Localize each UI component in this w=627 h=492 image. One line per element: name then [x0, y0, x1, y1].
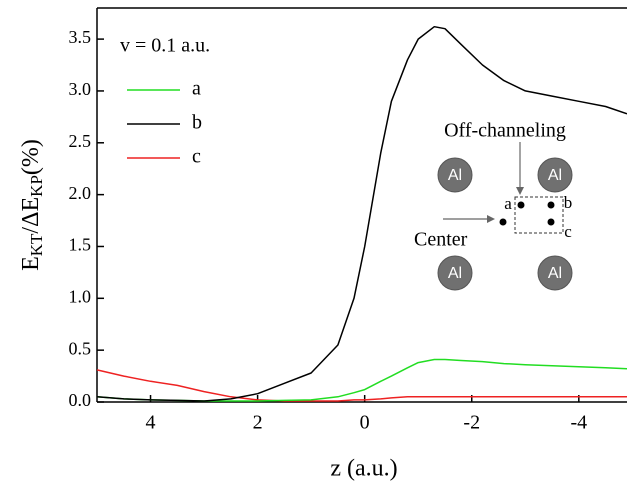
- y-label-sub: KT: [27, 233, 46, 256]
- atom-label: Al: [548, 265, 562, 282]
- y-axis-label: EKT/ΔEKP(%): [18, 139, 46, 271]
- x-tick-label: 4: [146, 412, 156, 434]
- y-label-part: /ΔE: [18, 197, 44, 234]
- atom-label: Al: [448, 167, 462, 184]
- x-tick-label: 2: [253, 412, 263, 434]
- legend-label: a: [192, 78, 201, 100]
- atom-label: Al: [548, 167, 562, 184]
- atom: [537, 255, 573, 291]
- series-line: [96, 369, 627, 402]
- point-dot: [547, 201, 555, 209]
- point-dot: [499, 218, 507, 226]
- y-tick-label: 1.0: [69, 286, 92, 306]
- x-tick-label: 0: [360, 412, 370, 434]
- atom: [437, 255, 473, 291]
- y-tick-label: 1.5: [69, 235, 92, 255]
- x-tick-label: -4: [570, 412, 587, 434]
- point-label: a: [504, 194, 512, 213]
- inset: Al Al Al Al a b c Off-channeling Center: [414, 120, 573, 291]
- y-tick-label: 0.5: [69, 338, 92, 358]
- channel-box: [514, 196, 564, 234]
- y-tick-label: 0.0: [69, 390, 92, 410]
- atom: [437, 157, 473, 193]
- y-label-part: (%): [18, 139, 44, 175]
- y-tick-label: 3.0: [69, 79, 92, 99]
- point-label: b: [564, 193, 573, 212]
- arrow-head: [487, 215, 495, 223]
- legend-label: b: [192, 112, 202, 134]
- series-line: [96, 25, 627, 402]
- point-dot: [547, 218, 555, 226]
- center-label: Center: [414, 229, 468, 251]
- point-label: c: [564, 222, 572, 241]
- y-label-sub: KP: [27, 175, 46, 197]
- arrow-head: [516, 187, 524, 195]
- point-dot: [517, 201, 525, 209]
- y-label-part: E: [18, 256, 44, 271]
- y-tick-label: 2.5: [69, 131, 92, 151]
- y-tick-label: 2.0: [69, 183, 92, 203]
- x-axis-label: z (a.u.): [330, 456, 397, 482]
- x-tick-label: -2: [463, 412, 480, 434]
- off-channeling-label: Off-channeling: [444, 120, 566, 142]
- atom: [537, 157, 573, 193]
- series-line: [96, 358, 627, 402]
- legend-label: c: [192, 146, 201, 168]
- atom-label: Al: [448, 265, 462, 282]
- annotation: v = 0.1 a.u.: [120, 35, 210, 57]
- y-tick-label: 3.5: [69, 27, 92, 47]
